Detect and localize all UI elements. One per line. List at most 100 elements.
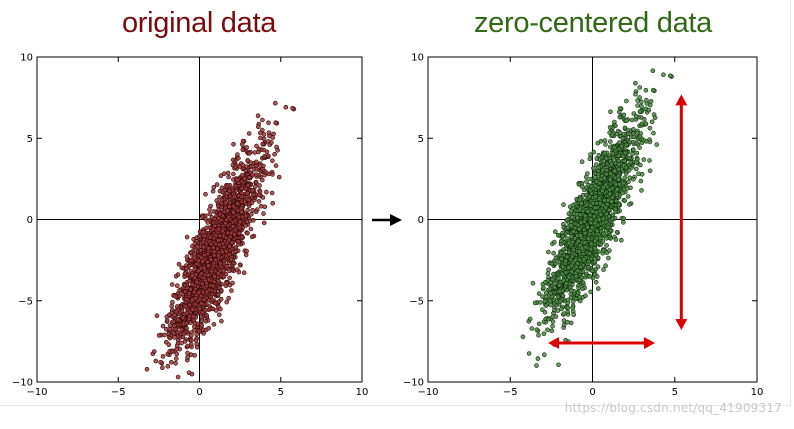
scatter-point: [172, 335, 177, 340]
scatter-point: [646, 107, 652, 113]
scatter-point: [227, 275, 232, 281]
scatter-point: [647, 102, 653, 108]
scatter-point: [591, 149, 597, 155]
scatter-point: [165, 317, 170, 323]
scatter-point: [541, 285, 546, 291]
x-tick-label: −5: [503, 387, 518, 398]
scatter-point: [261, 132, 267, 137]
scatter-point: [639, 104, 644, 109]
scatter-point: [215, 203, 221, 209]
scatter-point: [644, 97, 649, 103]
scatter-point: [180, 315, 186, 321]
scatter-point: [592, 171, 598, 176]
scatter-point: [257, 163, 263, 168]
scatter-point: [183, 289, 188, 294]
scatter-point: [609, 161, 614, 167]
scatter-point: [591, 214, 597, 219]
scatter-point: [613, 123, 618, 129]
scatter-point: [553, 261, 559, 266]
scatter-point: [207, 211, 213, 217]
scatter-point: [647, 139, 653, 145]
scatter-point: [223, 200, 229, 205]
scatter-point: [184, 310, 190, 316]
scatter-point: [197, 306, 202, 312]
scatter-point: [246, 175, 252, 180]
scatter-point: [614, 187, 620, 192]
scatter-point: [573, 273, 579, 279]
scatter-point: [231, 171, 236, 177]
scatter-point: [573, 296, 579, 302]
scatter-point: [630, 176, 636, 182]
scatter-point: [257, 183, 262, 188]
scatter-point: [647, 168, 653, 174]
scatter-point: [568, 320, 574, 326]
scatter-point: [577, 212, 583, 217]
scatter-point: [169, 303, 174, 309]
scatter-point: [179, 326, 184, 332]
scatter-point: [641, 157, 647, 162]
scatter-point: [592, 271, 598, 277]
scatter-point: [206, 263, 211, 268]
scatter-point: [162, 332, 167, 338]
scatter-point: [594, 156, 600, 161]
scatter-point: [213, 257, 218, 263]
scatter-point: [601, 158, 607, 164]
scatter-point: [227, 244, 232, 249]
scatter-point: [275, 148, 280, 153]
scatter-point: [608, 109, 613, 115]
scatter-point: [575, 222, 581, 228]
scatter-point: [244, 145, 249, 150]
scatter-point: [566, 265, 572, 270]
scatter-point: [253, 179, 259, 185]
scatter-point: [616, 161, 622, 167]
y-tick-label: 0: [27, 215, 33, 226]
arrow-head-up: [675, 94, 688, 106]
scatter-point: [255, 113, 261, 118]
scatter-point: [206, 246, 211, 251]
scatter-point: [558, 238, 564, 244]
scatter-point: [256, 146, 262, 152]
scatter-point: [607, 191, 613, 197]
scatter-point: [584, 179, 589, 184]
scatter-point: [549, 328, 555, 334]
scatter-point: [175, 329, 180, 335]
scatter-point: [231, 204, 236, 209]
scatter-point: [219, 185, 225, 191]
scatter-point: [167, 335, 173, 341]
scatter-point: [190, 282, 195, 287]
scatter-point: [550, 276, 556, 282]
scatter-point: [622, 150, 628, 156]
scatter-point: [637, 109, 643, 114]
scatter-point: [604, 243, 609, 248]
scatter-point: [633, 114, 639, 119]
scatter-point: [188, 352, 194, 358]
scatter-point: [226, 252, 232, 257]
scatter-point: [590, 268, 595, 274]
scatter-point: [588, 176, 593, 182]
scatter-point: [253, 209, 259, 214]
scatter-point: [637, 95, 642, 100]
scatter-point: [592, 220, 598, 226]
scatter-point: [259, 127, 265, 133]
scatter-point: [212, 216, 217, 222]
scatter-point: [548, 280, 554, 285]
scatter-point: [617, 106, 623, 111]
scatter-point: [260, 117, 265, 123]
scatter-point: [634, 160, 639, 165]
scatter-point: [587, 228, 593, 234]
scatter-point: [625, 194, 631, 199]
scatter-point: [197, 297, 203, 302]
scatter-point: [577, 298, 583, 304]
scatter-point: [171, 331, 177, 336]
scatter-point: [581, 256, 587, 262]
scatter-point: [248, 226, 254, 232]
scatter-point: [216, 278, 221, 284]
scatter-point: [596, 217, 602, 222]
scatter-point: [250, 188, 255, 193]
spread-arrow-horizontal: [548, 337, 656, 349]
scatter-point: [551, 297, 557, 303]
scatter-point: [144, 366, 150, 372]
scatter-point: [647, 126, 653, 131]
scatter-point: [266, 130, 272, 135]
scatter-point: [520, 334, 526, 340]
